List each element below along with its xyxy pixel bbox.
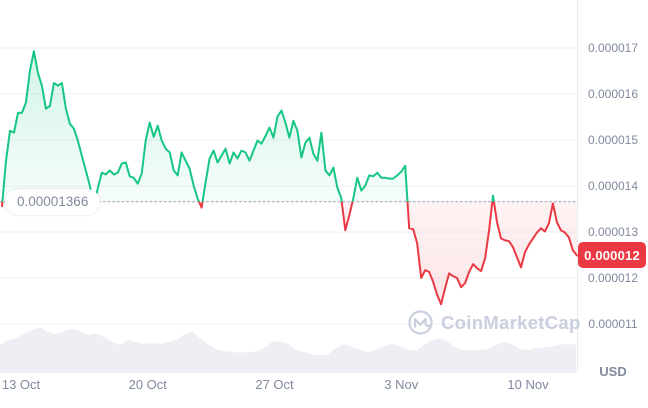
baseline-price-value: 0.00001366 xyxy=(17,194,89,210)
watermark-brand-text: CoinMarketCap xyxy=(441,311,581,333)
y-axis-label: 0.000012 xyxy=(587,271,639,285)
current-price-badge: 0.000012 xyxy=(578,242,646,269)
watermark: CoinMarketCap xyxy=(407,309,581,336)
y-axis-label: 0.000013 xyxy=(587,225,639,239)
y-axis-label: 0.000016 xyxy=(587,87,639,101)
coinmarketcap-logo-icon xyxy=(408,310,433,335)
x-axis-label: 20 Oct xyxy=(128,377,167,392)
y-axis-label: 0.000014 xyxy=(587,179,639,193)
y-axis-label: 0.000017 xyxy=(587,41,639,55)
currency-label: USD xyxy=(599,364,627,379)
price-line-up xyxy=(1,50,495,202)
volume-area xyxy=(0,326,576,373)
x-axis-label: 13 Oct xyxy=(1,377,41,392)
x-axis-label: 3 Nov xyxy=(384,377,419,392)
price-area-up xyxy=(2,51,577,202)
x-axis-label: 10 Nov xyxy=(507,377,549,392)
y-axis-label: 0.000015 xyxy=(587,133,639,147)
x-axis-label: 27 Oct xyxy=(255,377,294,392)
y-axis-label: 0.000011 xyxy=(588,317,638,331)
price-line-down xyxy=(1,201,578,306)
price-area-down xyxy=(2,201,577,305)
baseline-price-label: 0.00001366 xyxy=(5,188,101,215)
